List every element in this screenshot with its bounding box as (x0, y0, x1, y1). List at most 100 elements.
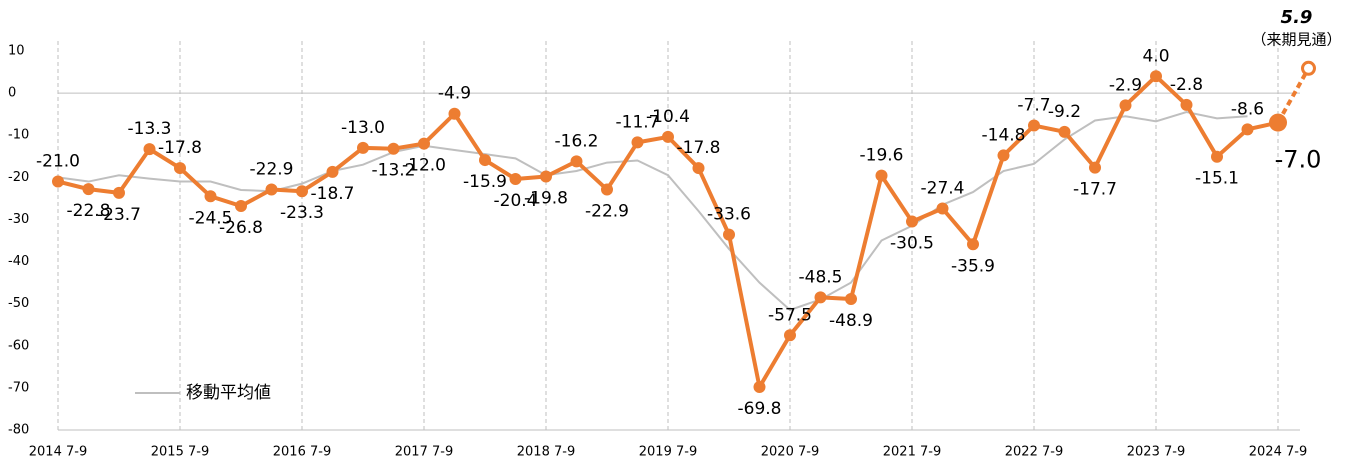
data-label: -10.4 (646, 107, 690, 127)
data-label: -14.8 (982, 125, 1026, 145)
data-label: -13.0 (341, 118, 385, 138)
data-point (448, 107, 461, 120)
x-tick-label: 2016 7-9 (273, 445, 331, 460)
data-label: -20.4 (494, 191, 538, 211)
data-point (296, 185, 308, 198)
data-label: -7.7 (1017, 96, 1050, 116)
forecast-label: 5.9 (1281, 7, 1313, 28)
data-point (418, 137, 430, 150)
data-label: -15.1 (1195, 169, 1239, 189)
data-label: -22.8 (67, 201, 111, 221)
data-point (265, 183, 278, 196)
data-label: -22.9 (585, 202, 629, 222)
data-label: -15.9 (463, 172, 507, 192)
data-point (997, 149, 1010, 162)
x-tick-label: 2021 7-9 (883, 445, 941, 460)
data-label: -23.7 (97, 205, 141, 225)
data-point (906, 215, 918, 228)
y-tick-label: -40 (8, 254, 29, 269)
data-label: -16.2 (555, 131, 599, 151)
data-label: -18.7 (311, 184, 355, 204)
data-label: -35.9 (951, 256, 995, 276)
data-label: -26.8 (219, 218, 263, 238)
data-point (204, 190, 217, 203)
data-label: -27.4 (921, 178, 965, 198)
data-point (845, 293, 857, 306)
data-label: -48.5 (799, 267, 843, 287)
data-label: -24.5 (189, 208, 233, 228)
y-tick-label: -80 (8, 423, 29, 438)
data-point (631, 136, 644, 149)
data-label: -17.7 (1073, 180, 1117, 200)
y-tick-label: -60 (8, 338, 29, 353)
moving-average-line (57, 111, 1248, 312)
data-point (1119, 99, 1132, 112)
data-label: -19.8 (524, 188, 568, 208)
data-point (235, 199, 247, 212)
data-label: -33.6 (707, 205, 751, 225)
data-point (1150, 70, 1162, 83)
data-point (1241, 123, 1254, 136)
forecast-note: （来期見通） (1251, 31, 1341, 49)
forecast-point (1301, 60, 1316, 76)
data-label: 4.0 (1142, 46, 1169, 66)
x-tick-label: 2015 7-9 (151, 445, 209, 460)
data-point (1089, 161, 1101, 174)
data-point (1058, 125, 1071, 138)
data-point (540, 170, 552, 183)
data-point (82, 183, 95, 196)
data-point (601, 183, 613, 196)
y-tick-label: 10 (8, 44, 25, 59)
data-label: -11.7 (616, 112, 660, 132)
data-point (1028, 119, 1040, 132)
data-label: -48.9 (829, 311, 873, 331)
data-point (662, 130, 674, 143)
data-point (1269, 113, 1287, 132)
data-label: -13.3 (128, 119, 172, 139)
data-point (326, 165, 339, 178)
y-tick-label: -50 (8, 296, 29, 311)
y-tick-label: 0 (8, 86, 16, 101)
forecast-line (1276, 67, 1311, 124)
data-label: -2.8 (1170, 75, 1203, 95)
data-point (692, 162, 705, 175)
x-tick-label: 2014 7-9 (29, 445, 87, 460)
data-label: -17.8 (158, 138, 202, 158)
data-label: -9.2 (1048, 102, 1081, 122)
data-point (570, 155, 583, 168)
data-point (753, 381, 766, 394)
data-point (936, 202, 949, 215)
data-point (174, 162, 186, 175)
x-tick-label: 2024 7-9 (1249, 445, 1307, 460)
data-point (967, 238, 979, 251)
x-tick-label: 2018 7-9 (517, 445, 575, 460)
data-point (1211, 150, 1223, 163)
data-label: -12.0 (402, 156, 446, 176)
data-label: -13.2 (372, 161, 416, 181)
data-label: -7.0 (1275, 146, 1322, 174)
data-label: -30.5 (890, 234, 934, 254)
data-label: -8.6 (1231, 99, 1264, 119)
y-tick-label: -70 (8, 380, 29, 395)
x-tick-label: 2017 7-9 (395, 445, 453, 460)
data-point (784, 329, 796, 342)
x-tick-label: 2020 7-9 (761, 445, 819, 460)
x-tick-label: 2019 7-9 (639, 445, 697, 460)
data-label: -69.8 (738, 399, 782, 419)
y-tick-label: -30 (8, 212, 29, 227)
data-point (357, 141, 369, 154)
data-point (143, 143, 156, 156)
data-label: -22.9 (250, 160, 294, 180)
data-point (509, 173, 522, 186)
y-tick-label: -20 (8, 170, 29, 185)
data-label: -17.8 (677, 138, 721, 158)
data-point (52, 175, 64, 188)
data-label: -2.9 (1109, 75, 1142, 95)
x-tick-label: 2023 7-9 (1127, 445, 1185, 460)
x-tick-label: 2022 7-9 (1005, 445, 1063, 460)
y-tick-label: -10 (8, 128, 29, 143)
data-point (875, 169, 888, 182)
data-point (723, 228, 735, 241)
data-label: -21.0 (36, 152, 80, 172)
